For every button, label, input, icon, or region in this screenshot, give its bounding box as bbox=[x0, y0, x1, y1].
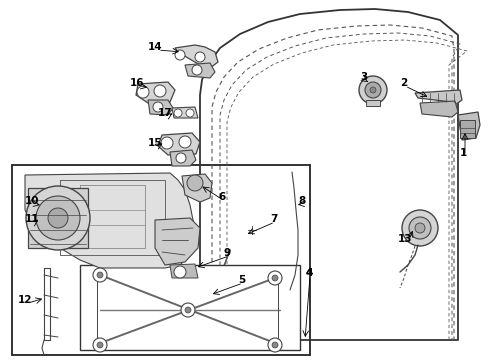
Circle shape bbox=[358, 76, 386, 104]
Circle shape bbox=[192, 65, 202, 75]
Polygon shape bbox=[136, 82, 175, 103]
Text: 6: 6 bbox=[218, 192, 225, 202]
Circle shape bbox=[174, 266, 185, 278]
Text: 5: 5 bbox=[238, 275, 245, 285]
Text: 4: 4 bbox=[305, 268, 312, 278]
Circle shape bbox=[93, 268, 107, 282]
Text: 11: 11 bbox=[25, 214, 40, 224]
Circle shape bbox=[195, 52, 204, 62]
Text: 14: 14 bbox=[148, 42, 163, 52]
Polygon shape bbox=[414, 90, 461, 105]
Polygon shape bbox=[184, 63, 215, 78]
Polygon shape bbox=[25, 173, 195, 268]
Text: 4: 4 bbox=[305, 268, 312, 278]
Circle shape bbox=[26, 186, 90, 250]
Polygon shape bbox=[419, 101, 457, 117]
Polygon shape bbox=[170, 150, 196, 166]
Polygon shape bbox=[148, 100, 173, 115]
Circle shape bbox=[48, 208, 68, 228]
Text: 9: 9 bbox=[224, 248, 231, 258]
Circle shape bbox=[36, 196, 80, 240]
Bar bbox=[365, 100, 379, 106]
Circle shape bbox=[271, 342, 278, 348]
Polygon shape bbox=[155, 218, 200, 265]
Text: 10: 10 bbox=[25, 196, 40, 206]
Text: 3: 3 bbox=[359, 72, 366, 82]
Polygon shape bbox=[170, 264, 198, 278]
Bar bbox=[28, 188, 88, 248]
Text: 12: 12 bbox=[18, 295, 32, 305]
Text: 16: 16 bbox=[130, 78, 144, 88]
Text: 15: 15 bbox=[148, 138, 162, 148]
Circle shape bbox=[174, 109, 182, 117]
Text: 17: 17 bbox=[158, 108, 172, 118]
Polygon shape bbox=[158, 133, 200, 155]
Circle shape bbox=[271, 275, 278, 281]
Circle shape bbox=[176, 153, 185, 163]
Circle shape bbox=[97, 342, 103, 348]
Bar bbox=[12, 165, 309, 355]
Circle shape bbox=[185, 109, 194, 117]
Circle shape bbox=[369, 87, 375, 93]
Circle shape bbox=[154, 85, 165, 97]
Polygon shape bbox=[172, 107, 198, 118]
Circle shape bbox=[161, 137, 173, 149]
Circle shape bbox=[179, 136, 191, 148]
Circle shape bbox=[414, 223, 424, 233]
Bar bbox=[80, 265, 299, 350]
Text: 7: 7 bbox=[269, 214, 277, 224]
Circle shape bbox=[181, 303, 195, 317]
Circle shape bbox=[137, 86, 149, 98]
Polygon shape bbox=[457, 112, 479, 140]
Bar bbox=[459, 120, 474, 138]
Text: 8: 8 bbox=[297, 196, 305, 206]
Circle shape bbox=[153, 102, 163, 112]
Circle shape bbox=[267, 338, 282, 352]
Circle shape bbox=[186, 175, 203, 191]
Circle shape bbox=[93, 338, 107, 352]
Circle shape bbox=[97, 272, 103, 278]
Circle shape bbox=[184, 307, 191, 313]
Text: 1: 1 bbox=[459, 148, 467, 158]
Circle shape bbox=[267, 271, 282, 285]
Polygon shape bbox=[182, 174, 212, 202]
Circle shape bbox=[175, 50, 184, 60]
Text: 13: 13 bbox=[397, 234, 412, 244]
Circle shape bbox=[401, 210, 437, 246]
Polygon shape bbox=[175, 45, 218, 68]
Text: 2: 2 bbox=[399, 78, 407, 88]
Circle shape bbox=[408, 217, 430, 239]
Circle shape bbox=[364, 82, 380, 98]
